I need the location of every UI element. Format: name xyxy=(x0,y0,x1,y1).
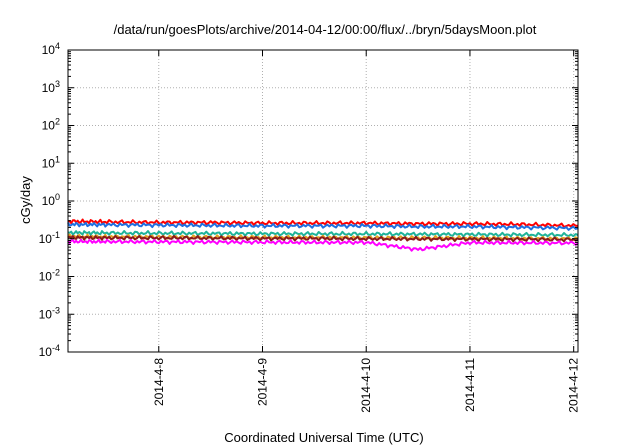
y-axis: 10-4 10-3 10-2 10-1 100 101 102 103 104 xyxy=(39,41,578,359)
y-tick-label: 102 xyxy=(42,117,60,133)
series-line xyxy=(67,218,579,228)
y-tick-label: 10-3 xyxy=(39,305,60,321)
x-axis: 2014-4-8 2014-4-9 2014-4-10 2014-4-11 2014-4… xyxy=(152,50,581,413)
y-tick-label: 101 xyxy=(42,154,60,170)
x-tick-label: 2014-4-10 xyxy=(359,358,373,413)
x-tick-label: 2014-4-9 xyxy=(255,358,269,406)
y-tick-label: 10-1 xyxy=(39,230,60,246)
x-tick-label: 2014-4-8 xyxy=(152,358,166,406)
y-tick-label: 10-4 xyxy=(39,343,60,359)
y-tick-label: 100 xyxy=(42,192,60,208)
series-group xyxy=(67,218,579,252)
series-line xyxy=(67,230,579,238)
chart-title: /data/run/goesPlots/archive/2014-04-12/0… xyxy=(114,22,537,37)
y-axis-label: cGy/day xyxy=(18,176,33,224)
y-tick-label: 103 xyxy=(42,79,60,95)
x-tick-label: 2014-4-11 xyxy=(463,358,477,412)
series-line xyxy=(67,235,579,243)
series-line xyxy=(67,221,579,231)
y-tick-label: 10-2 xyxy=(39,268,60,284)
x-axis-label: Coordinated Universal Time (UTC) xyxy=(224,430,423,445)
grid xyxy=(68,50,578,352)
x-tick-label: 2014-4-12 xyxy=(567,358,581,413)
series-line xyxy=(67,238,579,252)
y-tick-label: 104 xyxy=(42,41,60,57)
